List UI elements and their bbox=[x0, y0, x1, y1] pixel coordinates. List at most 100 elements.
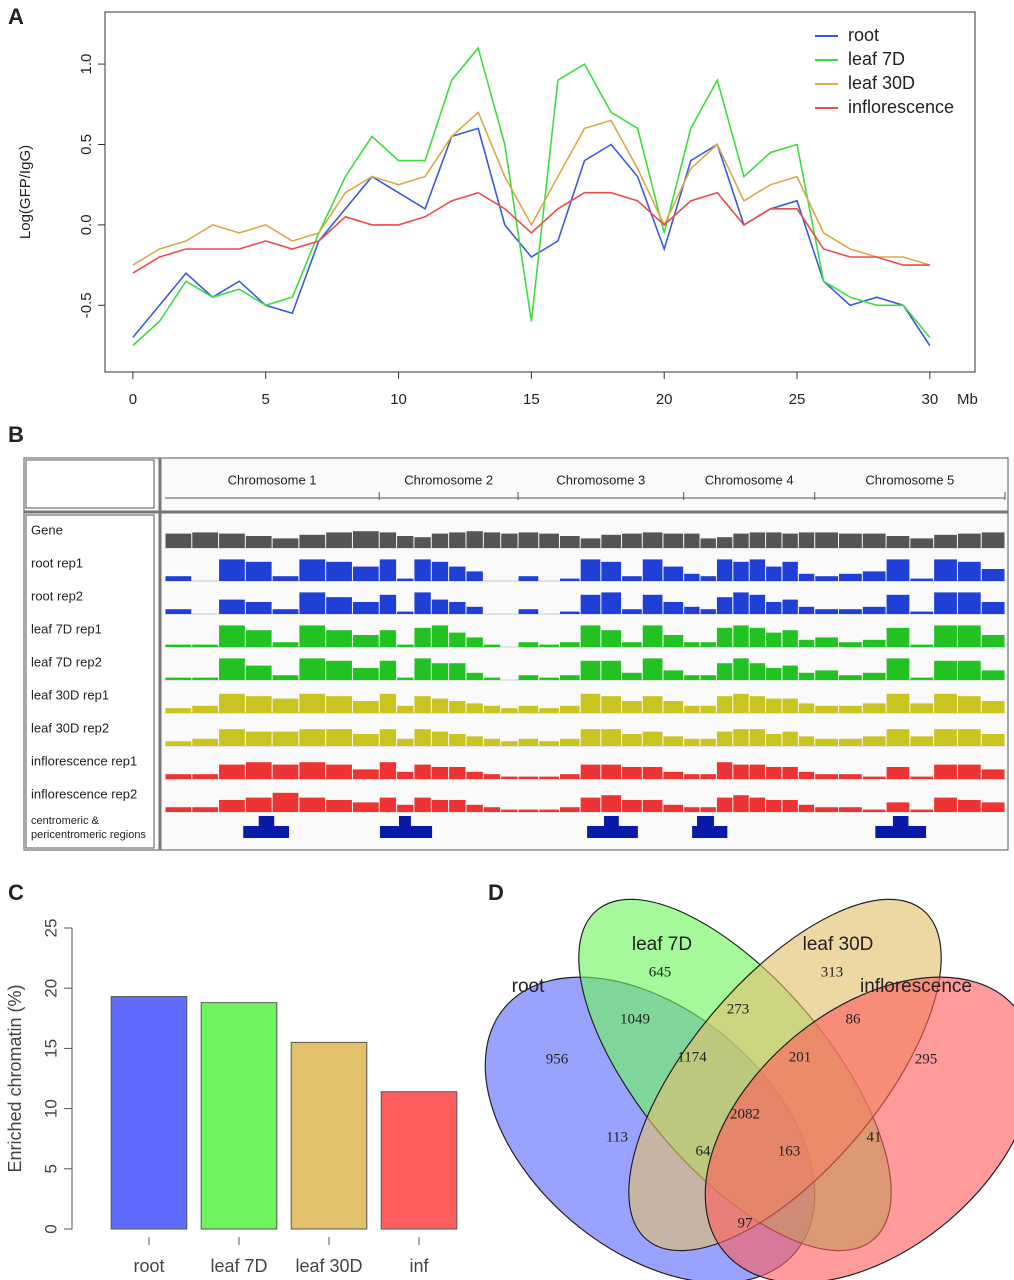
track-bar bbox=[580, 559, 601, 581]
track-bar bbox=[379, 729, 397, 746]
track-bar bbox=[957, 660, 981, 680]
track-bar bbox=[981, 602, 1005, 614]
track-bar bbox=[981, 670, 1005, 680]
track-bar bbox=[601, 592, 622, 614]
track-bar bbox=[414, 559, 431, 581]
track-bar bbox=[379, 559, 397, 581]
region-count: 2082 bbox=[730, 1106, 760, 1122]
legend-label: root bbox=[848, 25, 879, 45]
region-count: 645 bbox=[649, 964, 672, 980]
track-bar bbox=[245, 731, 272, 746]
track-bar bbox=[245, 797, 272, 812]
track-bar bbox=[518, 532, 539, 548]
track-bar bbox=[449, 663, 466, 680]
track-bar bbox=[431, 698, 449, 713]
track-bar bbox=[601, 795, 622, 812]
track-bar bbox=[518, 809, 539, 812]
track-bar bbox=[815, 738, 839, 746]
region-count: 1049 bbox=[620, 1011, 650, 1027]
track-label: leaf 30D rep2 bbox=[31, 720, 109, 735]
track-bar bbox=[466, 531, 483, 548]
track-bar bbox=[957, 800, 981, 812]
track-bar bbox=[272, 698, 299, 713]
track-bar bbox=[749, 696, 766, 713]
track-bar bbox=[815, 807, 839, 812]
track-bar bbox=[839, 705, 862, 713]
track-bar bbox=[601, 729, 622, 746]
track-bar bbox=[559, 536, 580, 548]
track-bar bbox=[934, 559, 957, 581]
x-tick-label: 10 bbox=[390, 391, 407, 408]
track-bar bbox=[886, 767, 910, 779]
track-bar bbox=[749, 663, 766, 680]
track-bar bbox=[299, 693, 326, 713]
track-bar bbox=[501, 741, 518, 746]
centromeric-region bbox=[398, 816, 411, 838]
legend-label: leaf 30D bbox=[848, 73, 915, 93]
track-bar bbox=[518, 776, 539, 779]
track-bar bbox=[192, 705, 219, 713]
region-count: 86 bbox=[846, 1011, 862, 1027]
track-bar bbox=[245, 602, 272, 614]
track-bar bbox=[910, 703, 934, 713]
track-bar bbox=[379, 762, 397, 779]
track-bar bbox=[431, 767, 449, 779]
region-count: 113 bbox=[606, 1129, 628, 1145]
track-bar bbox=[326, 561, 352, 581]
track-bar bbox=[716, 731, 733, 746]
track-bar bbox=[501, 809, 518, 812]
track-bar bbox=[272, 609, 299, 614]
panel-frame bbox=[23, 457, 1009, 851]
track-bar bbox=[352, 602, 379, 614]
track-bar bbox=[219, 533, 245, 548]
track-bar bbox=[716, 762, 733, 779]
chromosome-label: Chromosome 5 bbox=[865, 472, 954, 487]
track-bar bbox=[326, 764, 352, 779]
track-bar bbox=[782, 731, 798, 746]
track-bar bbox=[733, 658, 749, 680]
track-bar bbox=[397, 677, 414, 680]
track-bar bbox=[642, 625, 663, 647]
region-count: 41 bbox=[867, 1129, 882, 1145]
track-bar bbox=[934, 625, 957, 647]
track-bar bbox=[165, 644, 192, 647]
track-bar bbox=[733, 764, 749, 779]
x-tick-label: leaf 30D bbox=[295, 1256, 362, 1276]
track-bar bbox=[559, 774, 580, 779]
track-bar bbox=[326, 729, 352, 746]
track-bar bbox=[245, 696, 272, 713]
track-bar bbox=[580, 594, 601, 614]
track-bar bbox=[749, 532, 766, 548]
track-bar bbox=[981, 532, 1005, 548]
track-bar bbox=[326, 800, 352, 812]
set-label: leaf 7D bbox=[632, 934, 692, 955]
track-bar bbox=[622, 642, 642, 647]
track-bar bbox=[733, 795, 749, 812]
track-bar bbox=[981, 769, 1005, 779]
x-axis-label: Mb bbox=[957, 391, 978, 408]
track-bar bbox=[397, 578, 414, 581]
track-bar bbox=[957, 764, 981, 779]
track-bar bbox=[862, 606, 886, 614]
set-label: root bbox=[512, 976, 545, 997]
track-bar bbox=[192, 807, 219, 812]
track-bar bbox=[414, 764, 431, 779]
track-bar bbox=[886, 658, 910, 680]
track-bar bbox=[766, 602, 782, 614]
track-bar bbox=[299, 559, 326, 581]
centromeric-region bbox=[697, 816, 714, 838]
track-bar bbox=[539, 677, 559, 680]
track-bar bbox=[431, 561, 449, 581]
track-bar bbox=[684, 642, 700, 647]
track-bar bbox=[663, 566, 684, 581]
track-bar bbox=[352, 668, 379, 680]
track-bar bbox=[684, 573, 700, 581]
track-bar bbox=[782, 561, 798, 581]
track-bar bbox=[886, 594, 910, 614]
track-bar bbox=[192, 774, 219, 779]
track-bar bbox=[580, 797, 601, 812]
track-bar bbox=[622, 533, 642, 548]
chromosome-label: Chromosome 3 bbox=[556, 472, 645, 487]
track-bar bbox=[165, 708, 192, 713]
track-bar bbox=[815, 774, 839, 779]
